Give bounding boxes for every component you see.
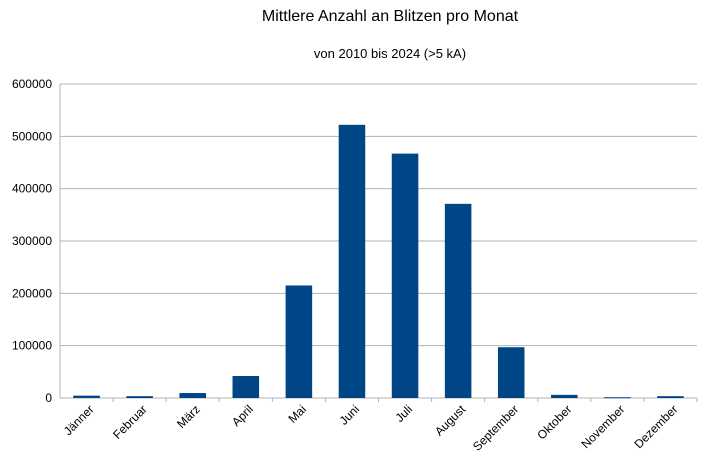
bar-juni bbox=[338, 124, 366, 398]
x-tick-label: März bbox=[174, 402, 203, 431]
x-tick-label: September bbox=[470, 402, 521, 453]
chart-subtitle: von 2010 bis 2024 (>5 kA) bbox=[313, 46, 467, 61]
x-tick-label: Jänner bbox=[61, 402, 97, 438]
x-tick-label: Oktober bbox=[534, 402, 574, 442]
bar-mai bbox=[285, 285, 313, 398]
y-tick-label: 600000 bbox=[12, 77, 52, 91]
y-tick-label: 400000 bbox=[12, 182, 52, 196]
bar-august bbox=[444, 203, 472, 398]
y-tick-label: 200000 bbox=[12, 286, 52, 300]
bar-februar bbox=[126, 396, 153, 398]
x-tick-label: Juni bbox=[337, 402, 362, 427]
bar-dezember bbox=[657, 396, 684, 398]
bar-oktober bbox=[551, 394, 578, 398]
x-tick-label: Juli bbox=[393, 402, 416, 425]
y-tick-label: 0 bbox=[45, 391, 52, 405]
y-tick-label: 100000 bbox=[12, 339, 52, 353]
x-tick-label: Mai bbox=[285, 402, 309, 426]
x-tick-label: April bbox=[229, 402, 256, 429]
x-tick-label: August bbox=[432, 402, 469, 439]
x-tick-label: November bbox=[578, 402, 627, 451]
y-tick-label: 500000 bbox=[12, 129, 52, 143]
bar-april bbox=[232, 376, 260, 398]
x-tick-label: Februar bbox=[110, 402, 150, 442]
y-tick-label: 300000 bbox=[12, 234, 52, 248]
chart-title: Mittlere Anzahl an Blitzen pro Monat bbox=[261, 8, 519, 25]
bar-november bbox=[604, 397, 631, 399]
x-tick-label: Dezember bbox=[632, 402, 681, 451]
bar-jänner bbox=[73, 395, 100, 398]
bar-september bbox=[497, 347, 525, 398]
bar-märz bbox=[179, 393, 206, 398]
bar-juli bbox=[391, 153, 419, 398]
